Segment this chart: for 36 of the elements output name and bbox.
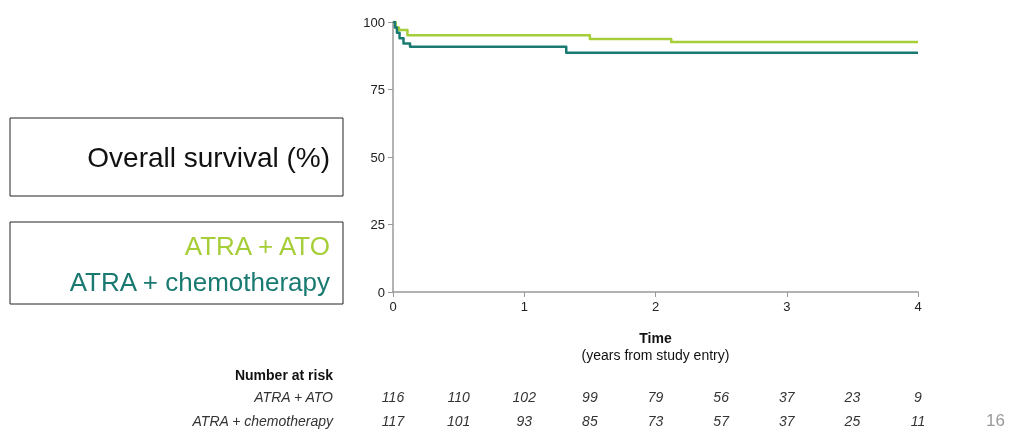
x-tick-label: 2: [651, 299, 660, 314]
text: 25: [843, 413, 861, 429]
text: 9: [914, 389, 923, 405]
text: 23: [843, 389, 861, 405]
text: 37: [778, 389, 796, 405]
x-tick-label: 3: [783, 299, 791, 314]
text: 37: [778, 413, 796, 429]
text: 116: [381, 389, 405, 405]
text: 16: [986, 410, 1005, 430]
y-tick-label: 0: [377, 284, 385, 300]
text: 110: [447, 389, 470, 405]
y-tick-label: 25: [370, 217, 385, 232]
text: ATRA + chemotherapy: [192, 413, 333, 429]
text: 79: [647, 389, 664, 405]
text: 102: [512, 389, 537, 405]
y-axis-title: Overall survival (%): [87, 141, 330, 173]
text: ATRA + ATO: [184, 231, 330, 261]
text: 11: [910, 413, 926, 429]
text: 101: [446, 413, 471, 429]
y-tick-label: 75: [370, 82, 385, 97]
text: 93: [516, 413, 533, 429]
text: 117: [381, 413, 406, 429]
text: 73: [647, 413, 664, 429]
x-tick-label: 0: [389, 299, 397, 314]
y-tick-label: 100: [363, 14, 385, 30]
text: 99: [582, 389, 598, 405]
text: 56: [713, 389, 730, 405]
x-tick-label: 1: [520, 299, 528, 314]
text: ATRA + ATO: [254, 389, 333, 405]
text: 57: [713, 413, 731, 429]
x-tick-label: 4: [914, 299, 922, 314]
y-tick-label: 50: [370, 149, 385, 165]
x-axis-title: Time (years from study entry): [581, 330, 730, 363]
text: Number at risk: [234, 367, 334, 383]
text: ATRA + chemotherapy: [69, 267, 330, 297]
text: 85: [582, 413, 598, 429]
